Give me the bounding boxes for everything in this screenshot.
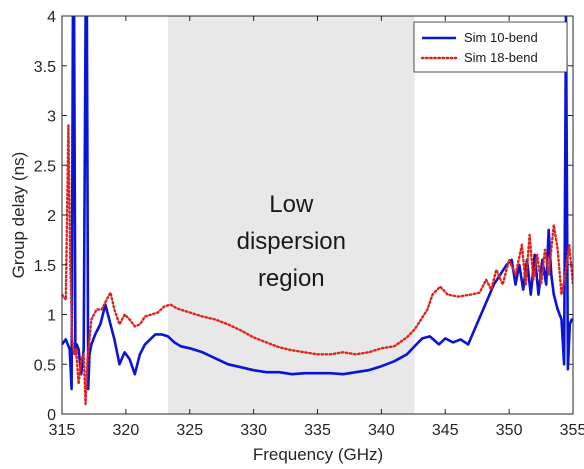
axis-ticks: 315 320 325 330 335 340 345 350 355 0 0.5 1 1.5 2 2.5 3… (34, 9, 584, 439)
y-tick-label: 4 (47, 9, 56, 26)
x-tick-label: 350 (496, 422, 523, 439)
y-tick-label: 1.5 (34, 258, 56, 275)
x-tick-label: 325 (176, 422, 203, 439)
y-tick-label: 2.5 (34, 158, 56, 175)
x-tick-label: 320 (113, 422, 140, 439)
x-tick-label: 335 (304, 422, 331, 439)
legend-label-sim-18-bend: Sim 18-bend (464, 50, 538, 65)
series-line-sim-10-bend (62, 16, 573, 391)
y-tick-label: 3.5 (34, 59, 56, 76)
x-axis-label: Frequency (GHz) (253, 445, 383, 464)
x-tick-label: 330 (240, 422, 267, 439)
y-tick-label: 2 (47, 208, 56, 225)
y-tick-label: 0 (47, 407, 56, 424)
series-lines (62, 16, 573, 406)
legend-box (413, 21, 568, 73)
region-label-line: dispersion (237, 228, 346, 255)
x-tick-label: 315 (49, 422, 76, 439)
legend-label-sim-10-bend: Sim 10-bend (464, 30, 538, 45)
x-tick-label: 345 (432, 422, 459, 439)
x-tick-label: 340 (368, 422, 395, 439)
region-label: Low dispersion region (237, 191, 346, 292)
y-tick-label: 3 (47, 109, 56, 126)
shaded-region (168, 16, 415, 414)
y-axis-label: Group delay (ns) (9, 152, 28, 279)
legend: Sim 10-bend Sim 18-bend (413, 21, 568, 73)
shaded-region-rect (168, 16, 415, 414)
series-line-sim-18-bend (62, 124, 573, 406)
x-tick-label: 355 (560, 422, 584, 439)
y-tick-label: 1 (47, 308, 56, 325)
y-tick-label: 0.5 (34, 357, 56, 374)
region-label-line: Low (269, 191, 314, 218)
region-label-line: region (258, 265, 325, 292)
